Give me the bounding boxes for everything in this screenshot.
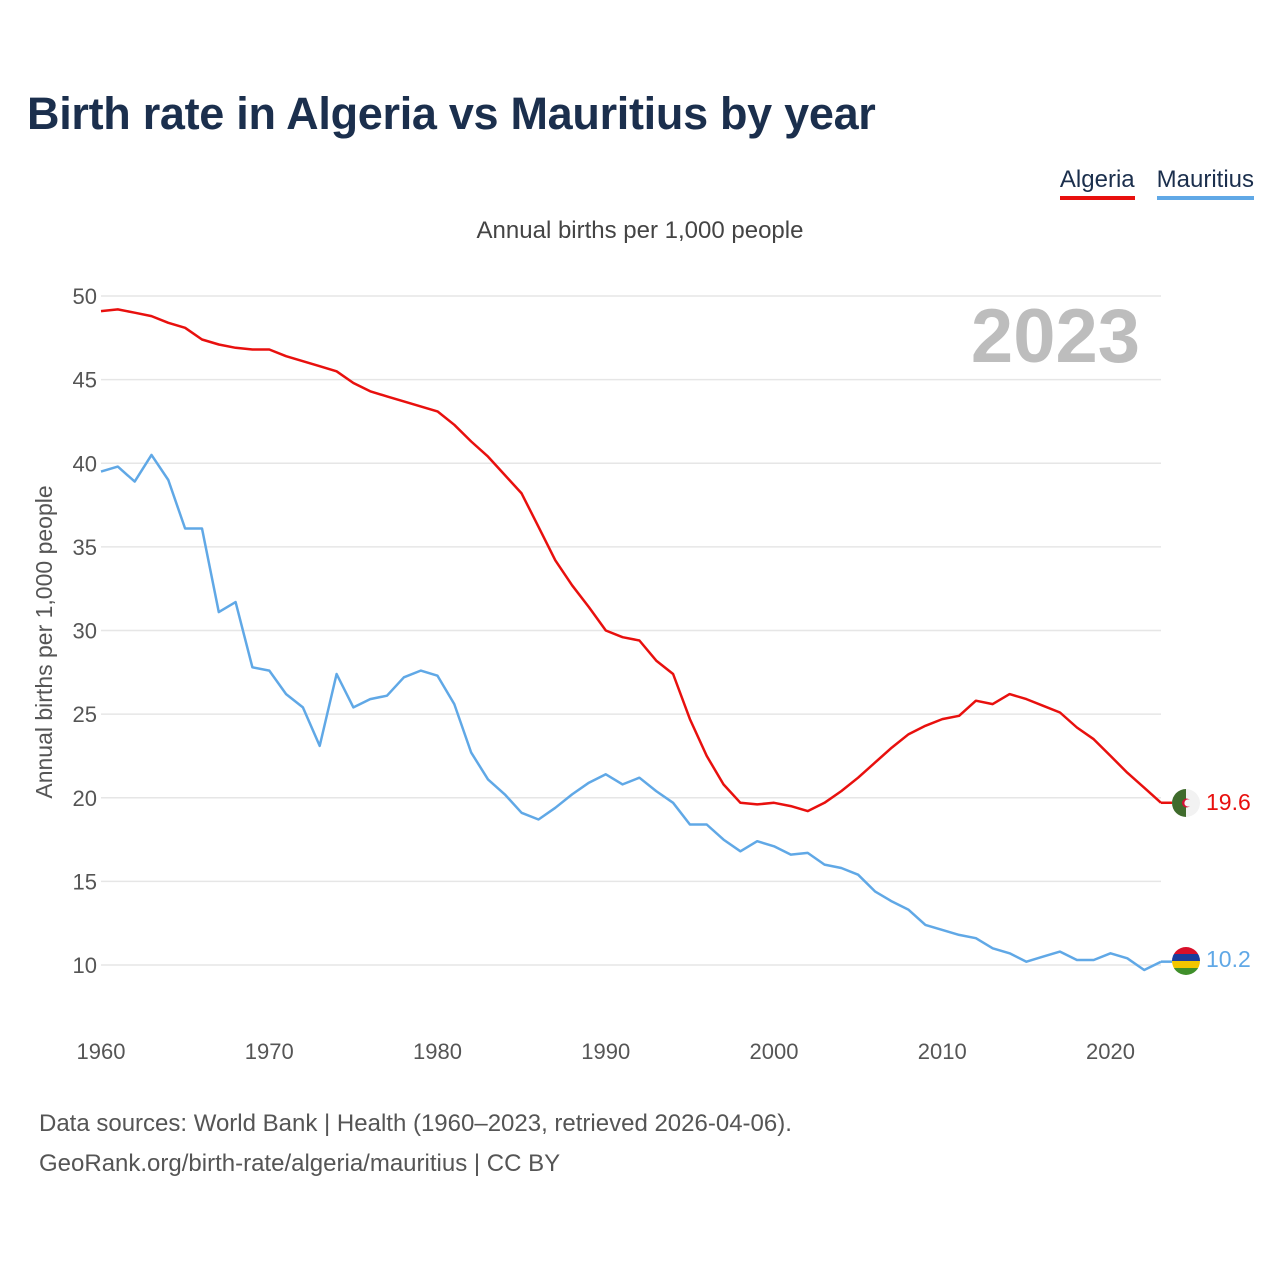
x-tick-label: 1980 [413, 1039, 462, 1064]
y-tick-label: 20 [73, 786, 97, 811]
y-tick-label: 40 [73, 451, 97, 476]
x-tick-label: 2000 [750, 1039, 799, 1064]
y-tick-label: 35 [73, 535, 97, 560]
y-tick-label: 15 [73, 869, 97, 894]
x-axis-ticks: 1960 1970 1980 1990 2000 2010 2020 [77, 1039, 1135, 1064]
y-tick-label: 10 [73, 953, 97, 978]
mauritius-flag-icon [1172, 947, 1200, 975]
x-tick-label: 1960 [77, 1039, 126, 1064]
footer-link[interactable]: GeoRank.org/birth-rate/algeria/mauritius… [39, 1150, 561, 1177]
footer: Data sources: World Bank | Health (1960–… [39, 1104, 792, 1184]
series-line-mauritius[interactable] [100, 453, 1162, 972]
y-axis-label: Annual births per 1,000 people [31, 485, 57, 798]
algeria-flag-icon [1172, 789, 1200, 817]
year-overlay: 2023 [971, 294, 1140, 379]
x-tick-label: 1990 [581, 1039, 630, 1064]
chart-subtitle: Annual births per 1,000 people [476, 217, 804, 244]
legend-item-mauritius[interactable]: Mauritius [1156, 166, 1254, 200]
y-tick-label: 30 [73, 619, 97, 644]
legend-item-algeria[interactable]: Algeria [1059, 166, 1135, 200]
mauritius-end-value-label: 10.2 [1206, 946, 1251, 972]
y-tick-label: 25 [73, 702, 97, 727]
algeria-end-value-label: 19.6 [1206, 789, 1251, 815]
y-tick-label: 45 [73, 368, 97, 393]
y-tick-label: 50 [73, 284, 97, 309]
legend: Algeria Mauritius [1059, 166, 1254, 200]
y-axis-ticks: 10 15 20 25 30 35 40 45 50 [73, 284, 97, 978]
grid-lines [101, 295, 1161, 966]
x-tick-label: 1970 [245, 1039, 294, 1064]
chart-title: Birth rate in Algeria vs Mauritius by ye… [27, 88, 876, 139]
footer-sources: Data sources: World Bank | Health (1960–… [39, 1110, 792, 1137]
series-line-algeria[interactable] [100, 308, 1162, 813]
x-tick-label: 2010 [918, 1039, 967, 1064]
series-lines [100, 308, 1172, 972]
x-tick-label: 2020 [1086, 1039, 1135, 1064]
line-chart: 10 15 20 25 30 35 40 45 50 1960 1970 1980 1990 2000 2… [31, 284, 1251, 1064]
